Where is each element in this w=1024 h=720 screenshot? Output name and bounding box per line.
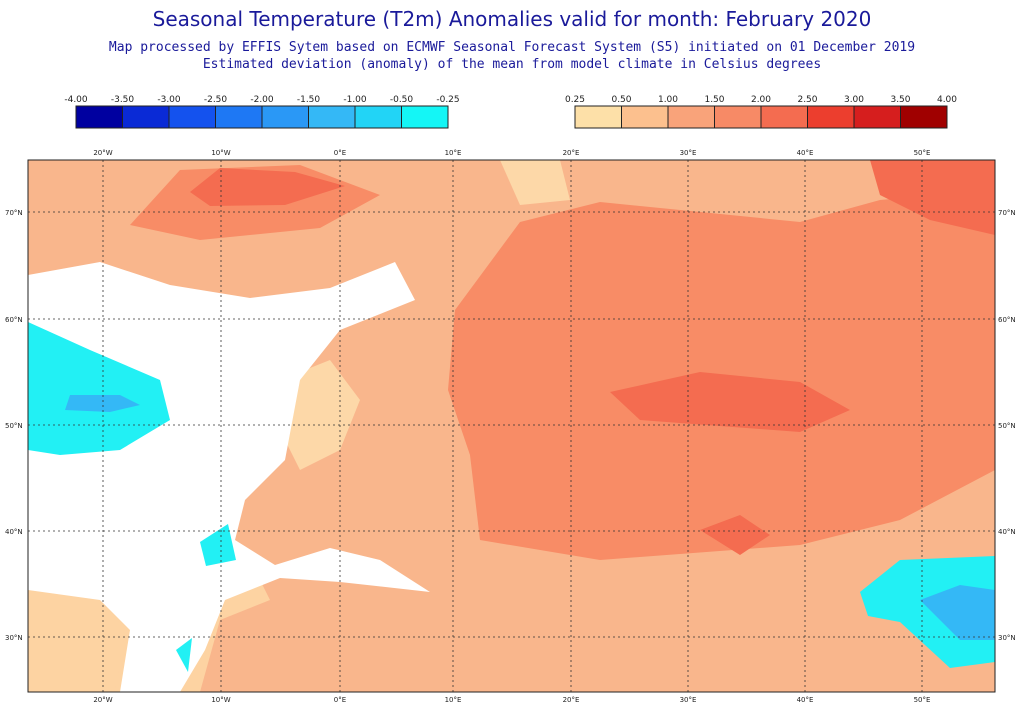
- legend-swatch: [122, 105, 170, 129]
- legend-swatch: [853, 105, 901, 129]
- lon-label: 30°E: [680, 696, 697, 704]
- lat-label: 70°N: [998, 209, 1016, 217]
- legend: -4.00 -3.50 -3.00 -2.50 -2.00 -1.50 -1.00 -0.50…: [64, 95, 957, 129]
- title: Seasonal Temperature (T2m) Anomalies val…: [153, 7, 872, 31]
- legend-label: -0.25: [436, 95, 459, 105]
- anomaly-field: [920, 585, 995, 640]
- legend-swatch: [714, 105, 762, 129]
- lon-label: 0°E: [334, 149, 346, 157]
- legend-label: -4.00: [64, 95, 88, 105]
- anomaly-field: [700, 515, 770, 555]
- lon-label: 10°E: [445, 696, 462, 704]
- lat-label: 40°N: [998, 528, 1016, 536]
- lat-label: 70°N: [5, 209, 23, 217]
- legend-swatch: [807, 105, 855, 129]
- legend-swatch: [621, 105, 669, 129]
- lon-label: 20°W: [93, 149, 112, 157]
- legend-label: 1.50: [704, 95, 724, 105]
- lon-label: 40°E: [797, 696, 814, 704]
- legend-swatch: [215, 105, 263, 129]
- lon-label: 50°E: [914, 149, 931, 157]
- legend-swatch: [760, 105, 808, 129]
- legend-label: -0.50: [390, 95, 414, 105]
- anomaly-field: [280, 360, 360, 470]
- lat-label: 30°N: [998, 634, 1016, 642]
- lon-label: 10°E: [445, 149, 462, 157]
- legend-label: 0.50: [611, 95, 631, 105]
- lat-label: 60°N: [5, 316, 23, 324]
- lat-label: 40°N: [5, 528, 23, 536]
- legend-label: 4.00: [937, 95, 957, 105]
- map: [28, 160, 995, 692]
- lon-label: 20°E: [563, 149, 580, 157]
- anomaly-field: [190, 168, 345, 206]
- lat-label: 50°N: [998, 422, 1016, 430]
- lon-label: 50°E: [914, 696, 931, 704]
- legend-swatch: [667, 105, 715, 129]
- lat-label: 50°N: [5, 422, 23, 430]
- anomaly-field: [65, 395, 140, 412]
- subtitle: Estimated deviation (anomaly) of the mea…: [203, 57, 821, 72]
- lon-label: 20°E: [563, 696, 580, 704]
- anomaly-field: [176, 638, 192, 672]
- anomaly-field: [28, 600, 125, 692]
- legend-label: -3.00: [157, 95, 181, 105]
- anomaly-field: [200, 524, 236, 566]
- lat-label: 60°N: [998, 316, 1016, 324]
- lon-label: 40°E: [797, 149, 814, 157]
- legend-label: 1.00: [658, 95, 678, 105]
- lon-label: 20°W: [93, 696, 112, 704]
- legend-label: -3.50: [111, 95, 135, 105]
- legend-swatch: [354, 105, 402, 129]
- legend-label: -1.00: [343, 95, 367, 105]
- legend-swatch: [574, 105, 622, 129]
- lon-label: 10°W: [211, 149, 230, 157]
- anomaly-field: [610, 372, 850, 432]
- subtitle: Map processed by EFFIS Sytem based on EC…: [109, 40, 915, 55]
- anomaly-field: [870, 160, 995, 235]
- legend-label: -2.50: [204, 95, 228, 105]
- anomaly-field: [500, 160, 570, 205]
- lon-label: 30°E: [680, 149, 697, 157]
- legend-label: 2.50: [797, 95, 817, 105]
- legend-swatch: [261, 105, 309, 129]
- anomaly-field: [28, 322, 170, 455]
- legend-label: 2.00: [751, 95, 771, 105]
- legend-swatch: [308, 105, 356, 129]
- lon-label: 10°W: [211, 696, 230, 704]
- legend-label: 3.50: [890, 95, 910, 105]
- map-frame: [27, 159, 996, 693]
- legend-label: 3.00: [844, 95, 864, 105]
- legend-label: -2.00: [250, 95, 274, 105]
- lat-label: 30°N: [5, 634, 23, 642]
- lon-label: 0°E: [334, 696, 346, 704]
- legend-label: -1.50: [297, 95, 321, 105]
- legend-swatch: [401, 105, 449, 129]
- legend-swatch: [75, 105, 123, 129]
- legend-swatch: [900, 105, 948, 129]
- legend-label: 0.25: [565, 95, 585, 105]
- graticule: [28, 160, 995, 692]
- legend-swatch: [168, 105, 216, 129]
